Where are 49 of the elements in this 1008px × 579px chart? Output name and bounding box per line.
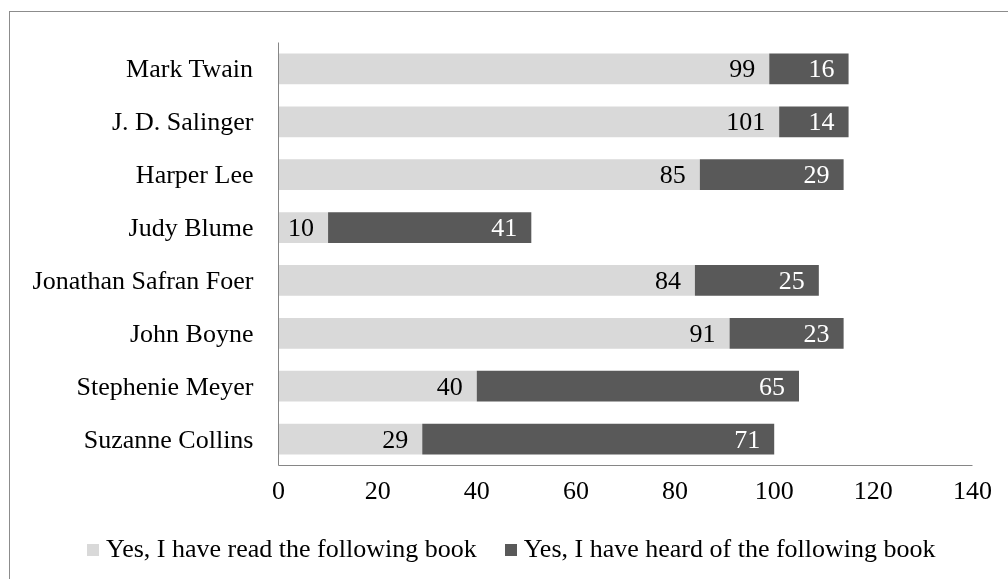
x-tick-label: 40	[463, 475, 490, 505]
data-label: 101	[726, 107, 766, 137]
data-label: 40	[436, 371, 463, 401]
bar	[328, 212, 532, 243]
bar	[278, 370, 477, 402]
data-label: 65	[759, 371, 785, 401]
y-tick-label: Mark Twain	[126, 54, 254, 84]
bar	[278, 159, 700, 191]
data-label: 29	[382, 424, 409, 454]
bar	[278, 317, 730, 349]
bar	[699, 159, 844, 191]
y-tick-label: John Boyne	[130, 318, 254, 348]
data-label: 29	[803, 160, 830, 190]
x-tick-label: 60	[562, 475, 589, 505]
data-label: 23	[803, 318, 830, 348]
data-label: 85	[659, 160, 686, 190]
data-label: 99	[729, 54, 756, 84]
bar	[769, 53, 849, 85]
legend-label: Yes, I have read the following book	[106, 534, 477, 564]
y-tick-label: Stephenie Meyer	[76, 371, 254, 401]
x-tick-label: 120	[853, 475, 893, 505]
x-tick-label: 100	[754, 475, 794, 505]
data-label: 84	[654, 265, 681, 295]
y-tick-label: Judy Blume	[128, 213, 254, 243]
y-tick-label: Jonathan Safran Foer	[32, 265, 254, 295]
data-label: 16	[808, 54, 835, 84]
bar	[729, 317, 844, 349]
data-label: 41	[491, 213, 518, 243]
y-tick-label: Suzanne Collins	[83, 424, 254, 454]
data-label: 71	[734, 424, 761, 454]
x-tick-label: 0	[272, 475, 285, 505]
data-label: 25	[778, 265, 805, 295]
bar	[422, 423, 775, 455]
bar	[278, 423, 423, 455]
bar	[278, 53, 770, 85]
bar	[476, 370, 799, 402]
data-label: 91	[689, 318, 716, 348]
x-tick-label: 140	[953, 475, 992, 505]
y-tick-label: Harper Lee	[135, 160, 254, 190]
x-tick-label: 80	[662, 475, 689, 505]
y-tick-label: J. D. Salinger	[111, 107, 254, 137]
bar	[779, 106, 849, 138]
bar	[278, 265, 695, 296]
data-label: 10	[288, 213, 315, 243]
legend-label: Yes, I have heard of the following book	[523, 534, 936, 564]
data-label: 14	[808, 107, 835, 137]
bar	[278, 106, 780, 138]
bar	[694, 265, 819, 296]
x-tick-label: 20	[364, 475, 391, 505]
